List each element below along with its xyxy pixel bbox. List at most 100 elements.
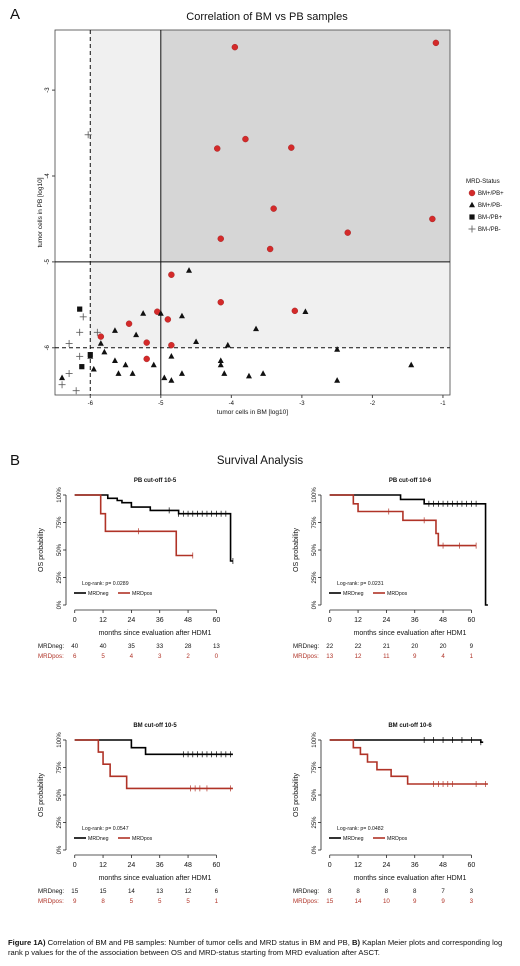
km-title: PB cut-off 10-6 (389, 478, 432, 484)
risk-pos-count: 1 (470, 653, 474, 660)
risk-neg-count: 28 (185, 643, 192, 650)
scatter-point (217, 235, 224, 242)
km-plot: PB cut-off 10-5 0% 25% 50% 75% 100% OS probabi… (38, 478, 234, 660)
scatter-point (266, 245, 274, 253)
scatter-point (302, 308, 309, 314)
km-legend-neg-label: MRDneg (343, 591, 364, 597)
km-y-axis-label: OS probability (293, 773, 300, 817)
scatter-point (97, 333, 105, 340)
km-y-tick-label: 0% (312, 600, 318, 609)
risk-pos-count: 5 (186, 898, 190, 905)
km-x-tick-label: 48 (439, 617, 447, 624)
plot-frame (54, 29, 451, 396)
scatter-point (125, 320, 133, 327)
km-y-tick-label: 25% (57, 571, 63, 584)
km-x-tick-label: 36 (156, 862, 164, 869)
km-title: BM cut-off 10-6 (388, 723, 432, 729)
scatter-point (214, 145, 221, 152)
scatter-point (217, 357, 224, 363)
km-x-axis-label: months since evaluation after HDM1 (354, 875, 467, 882)
km-title: PB cut-off 10-5 (134, 478, 177, 484)
scatter-point (178, 312, 185, 319)
km-curve-mrdpos (329, 494, 477, 547)
survival-plots: PB cut-off 10-50%25%50%75%100%OS probabi… (38, 478, 488, 905)
shade-dark-region (160, 30, 450, 262)
scatter-point (288, 144, 295, 151)
km-x-tick-label: 12 (99, 617, 107, 624)
km-legend-neg-label: MRDneg (88, 591, 109, 597)
km-y-tick-label: 50% (57, 543, 63, 556)
risk-neg-count: 12 (185, 888, 192, 895)
scatter-point (97, 340, 104, 346)
scatter-point (84, 131, 92, 139)
risk-neg-count: 8 (356, 888, 360, 895)
scatter-point (87, 352, 93, 358)
risk-pos-count: 9 (413, 653, 417, 660)
risk-pos-count: 5 (158, 898, 162, 905)
km-y-tick-label: 75% (57, 761, 63, 774)
y-tick-label: -4 (45, 173, 51, 179)
km-x-tick-label: 60 (467, 617, 475, 624)
km-logrank-label: Log-rank: p= 0.0231 (337, 581, 384, 587)
km-x-tick-label: 12 (354, 862, 362, 869)
km-x-tick-label: 48 (439, 862, 447, 869)
scatter-point (334, 377, 341, 383)
scatter-point (101, 348, 108, 355)
legend-label: BM-/PB+ (478, 215, 503, 221)
km-x-tick-label: 0 (73, 617, 77, 624)
scatter-point (260, 370, 267, 376)
risk-pos-label: MRDpos: (38, 653, 64, 660)
scatter-point (245, 372, 252, 379)
scatter-point (65, 370, 73, 378)
km-y-axis-label: OS probability (38, 528, 45, 572)
km-x-tick-label: 48 (184, 862, 192, 869)
caption-bold-2: B) (351, 938, 360, 947)
scatter-point (221, 370, 228, 376)
scatter-point (122, 361, 129, 368)
legend-marker (469, 201, 475, 208)
risk-pos-count: 3 (158, 653, 162, 660)
panel-a-letter: A (10, 6, 21, 23)
scatter-point (115, 370, 122, 376)
risk-pos-count: 1 (215, 898, 219, 905)
km-x-tick-label: 60 (212, 617, 220, 624)
km-y-tick-label: 0% (312, 845, 318, 854)
x-tick-label: -4 (229, 401, 235, 407)
scatter-point (270, 205, 277, 212)
km-y-tick-label: 0% (57, 845, 63, 854)
km-y-tick-label: 75% (312, 761, 318, 774)
km-y-tick-label: 100% (57, 732, 63, 748)
scatter-point (193, 338, 200, 345)
y-tick-label: -3 (45, 87, 51, 93)
scatter-point (291, 307, 299, 315)
risk-neg-count: 13 (213, 643, 220, 650)
scatter-point (168, 377, 175, 383)
km-legend-pos-label: MRDpos (132, 836, 153, 842)
risk-neg-count: 40 (71, 643, 78, 650)
scatter-point (217, 361, 224, 368)
km-y-tick-label: 0% (57, 600, 63, 609)
x-tick-label: -3 (299, 401, 305, 407)
km-y-tick-label: 100% (312, 732, 318, 748)
scatter-point (90, 365, 97, 372)
km-x-tick-label: 36 (411, 862, 419, 869)
km-y-tick-label: 100% (312, 487, 318, 503)
km-x-tick-label: 24 (382, 617, 390, 624)
scatter-point (161, 374, 168, 381)
scatter-point (164, 316, 172, 323)
km-legend-pos-label: MRDpos (132, 591, 153, 597)
km-y-axis-label: OS probability (38, 773, 45, 817)
legend-label: BM+/PB+ (478, 191, 504, 197)
km-x-tick-label: 12 (99, 862, 107, 869)
risk-neg-count: 15 (71, 888, 78, 895)
scatter-point (334, 346, 341, 352)
risk-neg-count: 9 (470, 643, 474, 650)
km-logrank-label: Log-rank: p= 0.0289 (82, 581, 129, 587)
km-x-axis-label: months since evaluation after HDM1 (99, 875, 212, 882)
risk-neg-count: 3 (470, 888, 474, 895)
risk-pos-count: 10 (383, 898, 390, 905)
scatter-point (242, 135, 249, 143)
risk-pos-count: 8 (101, 898, 105, 905)
scatter-point (217, 299, 224, 306)
scatter-point (231, 43, 239, 51)
